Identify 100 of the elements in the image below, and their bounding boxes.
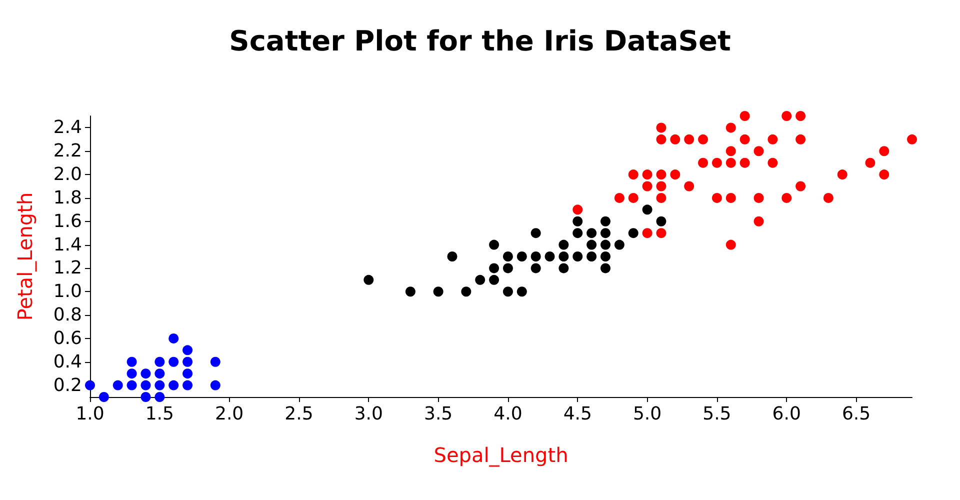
point: [600, 263, 610, 274]
point: [670, 134, 680, 144]
point: [684, 181, 694, 192]
x-tick-label: 2.0: [215, 404, 244, 424]
point: [168, 380, 179, 390]
point: [140, 368, 151, 379]
point: [530, 263, 541, 274]
point: [182, 380, 193, 390]
point: [796, 111, 806, 121]
point: [614, 192, 624, 203]
point: [489, 274, 500, 285]
point: [796, 181, 806, 192]
y-tick-label: 0.8: [53, 304, 82, 326]
point: [628, 192, 638, 203]
point: [656, 134, 666, 144]
point: [656, 192, 666, 203]
point: [475, 274, 486, 285]
point: [182, 345, 193, 356]
point: [642, 228, 652, 238]
point: [154, 368, 165, 379]
point: [586, 228, 597, 238]
x-tick-label: 5.0: [632, 404, 662, 424]
point: [740, 111, 750, 121]
x-tick-label: 3.5: [424, 404, 453, 424]
point: [572, 252, 583, 262]
point: [754, 216, 764, 226]
x-tick-label: 3.0: [354, 404, 383, 424]
point: [656, 216, 666, 226]
point: [782, 111, 792, 121]
point: [154, 380, 165, 390]
point: [168, 333, 179, 344]
point: [112, 380, 123, 390]
point: [182, 356, 193, 367]
point: [489, 240, 500, 250]
point: [168, 356, 179, 367]
point: [558, 252, 569, 262]
x-tick-label: 1.0: [76, 404, 104, 424]
point: [684, 134, 694, 144]
x-tick-label: 4.5: [563, 404, 592, 424]
point: [140, 392, 151, 402]
point: [544, 252, 555, 262]
point: [461, 286, 472, 297]
y-tick-label: 2.2: [53, 140, 82, 162]
point: [558, 263, 569, 274]
y-tick-label: 0.2: [53, 374, 82, 396]
x-tick-label: 5.5: [702, 404, 732, 424]
point: [502, 263, 513, 274]
x-tick-label: 1.5: [145, 404, 174, 424]
point: [572, 216, 583, 226]
point: [642, 204, 652, 215]
y-tick-label: 1.2: [53, 258, 82, 279]
point: [140, 380, 151, 390]
point: [754, 146, 764, 156]
point: [558, 240, 569, 250]
x-axis-title: Sepal_Length: [434, 443, 568, 467]
point: [447, 252, 458, 262]
point: [740, 158, 750, 168]
point: [600, 228, 610, 238]
point: [433, 286, 444, 297]
point: [210, 356, 220, 367]
point: [154, 356, 165, 367]
point: [489, 263, 500, 274]
point: [405, 286, 416, 297]
x-tick-label: 4.0: [494, 404, 522, 424]
point: [154, 392, 165, 402]
point: [754, 192, 764, 203]
point: [126, 380, 137, 390]
y-tick-label: 1.6: [53, 210, 82, 232]
point: [600, 240, 610, 250]
point: [823, 192, 834, 203]
point: [628, 170, 638, 180]
point: [656, 181, 666, 192]
point: [768, 158, 778, 168]
point: [726, 146, 736, 156]
point: [879, 146, 890, 156]
point: [530, 228, 541, 238]
point: [530, 252, 541, 262]
point: [796, 134, 806, 144]
point: [516, 252, 527, 262]
y-tick-label: 1.0: [53, 281, 82, 302]
point: [600, 216, 610, 226]
point: [656, 170, 666, 180]
point: [210, 380, 220, 390]
point: [572, 228, 583, 238]
point: [572, 204, 583, 215]
point: [642, 181, 652, 192]
y-tick-label: 1.8: [53, 187, 82, 208]
point: [614, 240, 624, 250]
x-tick-label: 2.5: [284, 404, 314, 424]
point: [656, 228, 666, 238]
point: [364, 274, 374, 285]
point: [642, 170, 652, 180]
point: [726, 158, 736, 168]
point: [600, 252, 610, 262]
point: [586, 252, 597, 262]
y-tick-label: 0.4: [53, 351, 82, 372]
point: [656, 122, 666, 133]
point: [628, 228, 638, 238]
point: [782, 192, 792, 203]
y-axis-title: Petal_Length: [13, 192, 37, 321]
